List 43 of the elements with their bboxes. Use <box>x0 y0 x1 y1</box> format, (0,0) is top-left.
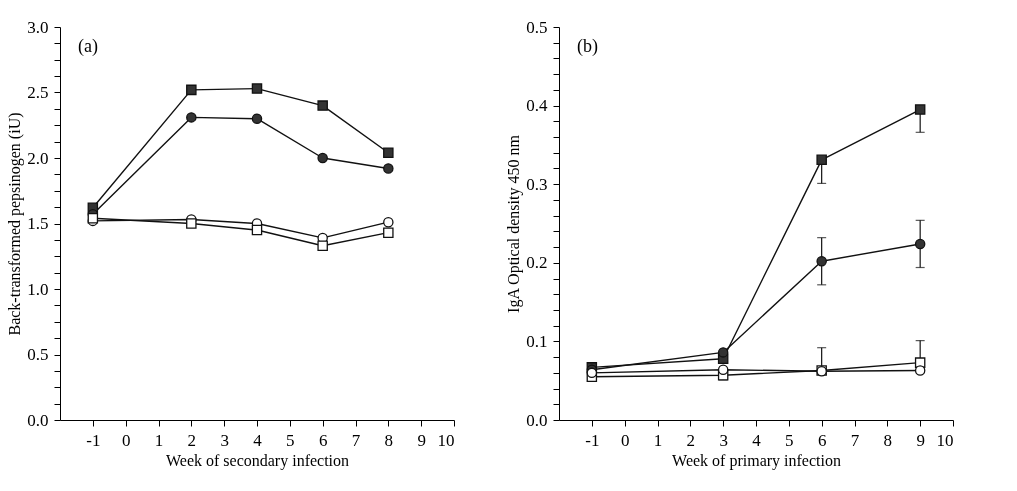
x-tick-label: 4 <box>253 430 263 450</box>
y-tick-label: 2.5 <box>27 83 49 102</box>
y-tick-label: 0.5 <box>27 345 49 364</box>
x-tick-label: -1 <box>86 430 101 450</box>
x-tick-label: 0 <box>121 430 131 450</box>
y-tick-label: 0.1 <box>526 331 548 351</box>
y-tick-label: 0.5 <box>526 17 548 37</box>
x-tick-label: 9 <box>916 430 925 450</box>
x-tick-label: 2 <box>686 430 696 450</box>
y-tick-label: 0.2 <box>526 253 548 273</box>
x-tick-label: 4 <box>752 430 762 450</box>
x-tick-label: 10 <box>437 430 455 450</box>
x-tick-label: 5 <box>785 430 794 450</box>
x-tick-label: -1 <box>585 430 600 450</box>
y-tick-label: 3.0 <box>27 17 49 37</box>
y-tick-label: 0.3 <box>526 174 548 194</box>
y-axis-title: Back-transformed pepsinogen (iU) <box>6 112 25 336</box>
annotation: (b) <box>577 36 598 57</box>
x-tick-label: 8 <box>384 430 394 450</box>
y-tick-label: 2.0 <box>27 148 49 168</box>
x-tick-label: 1 <box>154 430 164 450</box>
x-axis-title: Week of secondary infection <box>165 451 350 470</box>
x-tick-label: 1 <box>653 430 663 450</box>
y-tick-label: 0.0 <box>27 410 49 430</box>
x-tick-label: 0 <box>620 430 630 450</box>
x-tick-label: 3 <box>719 430 728 450</box>
x-tick-label: 6 <box>817 430 827 450</box>
x-tick-label: 7 <box>351 430 361 450</box>
y-tick-label: 0.4 <box>526 96 548 116</box>
x-axis-title: Week of primary infection <box>672 451 841 470</box>
y-tick-label: 1.5 <box>27 214 49 233</box>
x-tick-label: 6 <box>318 430 328 450</box>
x-tick-label: 2 <box>187 430 197 450</box>
x-tick-label: 9 <box>417 430 426 450</box>
y-tick-label: 1.0 <box>27 279 49 299</box>
y-axis-title: IgA Optical density 450 nm <box>505 134 524 313</box>
x-tick-label: 5 <box>286 430 295 450</box>
y-tick-label: 0.0 <box>526 410 548 430</box>
x-tick-label: 3 <box>220 430 229 450</box>
x-tick-label: 10 <box>936 430 954 450</box>
x-tick-label: 8 <box>883 430 893 450</box>
x-tick-label: 7 <box>850 430 860 450</box>
annotation: (a) <box>78 36 98 57</box>
